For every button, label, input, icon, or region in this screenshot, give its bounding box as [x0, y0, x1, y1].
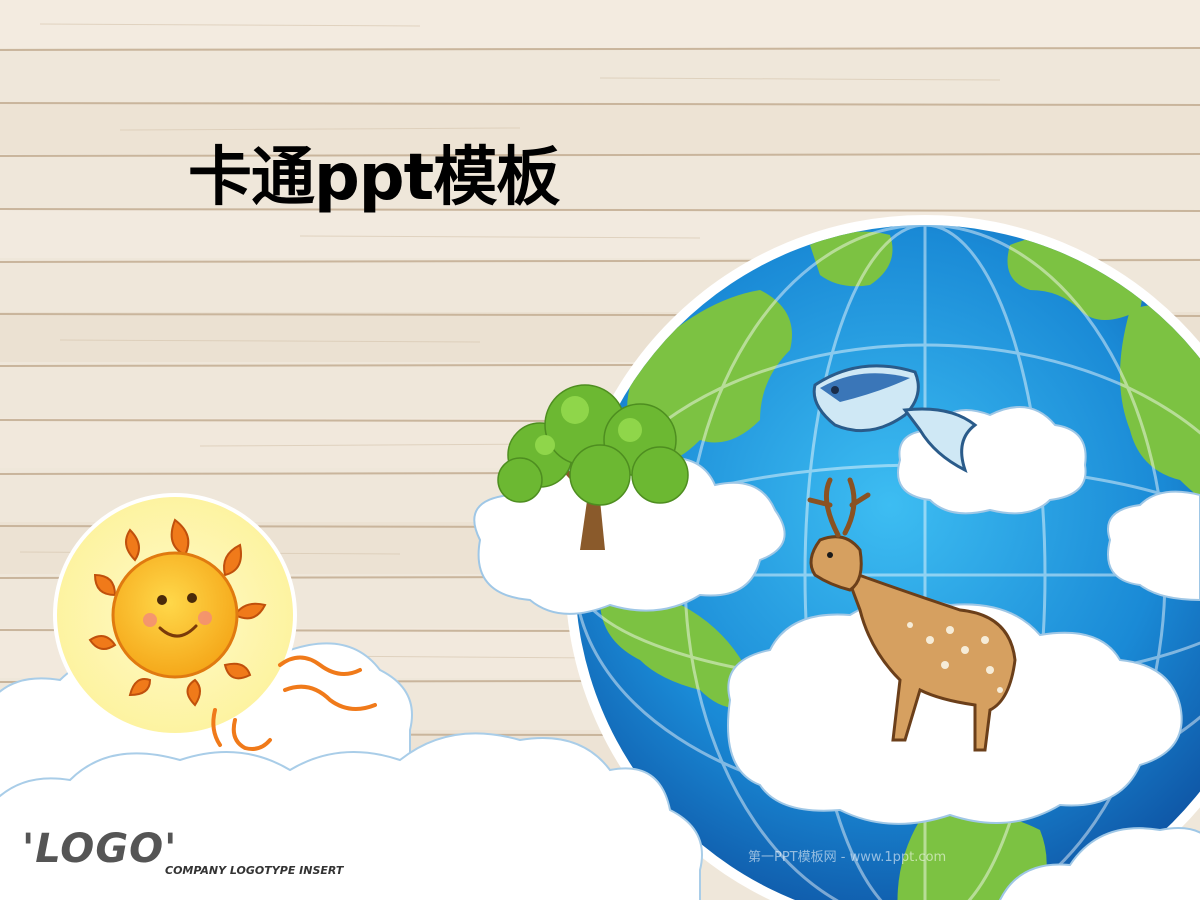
cloud-right — [1107, 490, 1200, 602]
sun — [53, 493, 377, 751]
logo: 'LOGO' — [22, 826, 178, 872]
fish — [812, 364, 978, 473]
watermark: 第一PPT模板网 - www.1ppt.com — [748, 850, 947, 865]
cloud-bottom-right — [999, 827, 1200, 900]
slide-title: 卡通ppt模板 — [188, 141, 560, 215]
logo-tagline: COMPANY LOGOTYPE INSERT — [165, 864, 344, 877]
deer — [807, 477, 1017, 752]
tree — [497, 384, 689, 550]
cloud-deer — [727, 598, 1183, 825]
